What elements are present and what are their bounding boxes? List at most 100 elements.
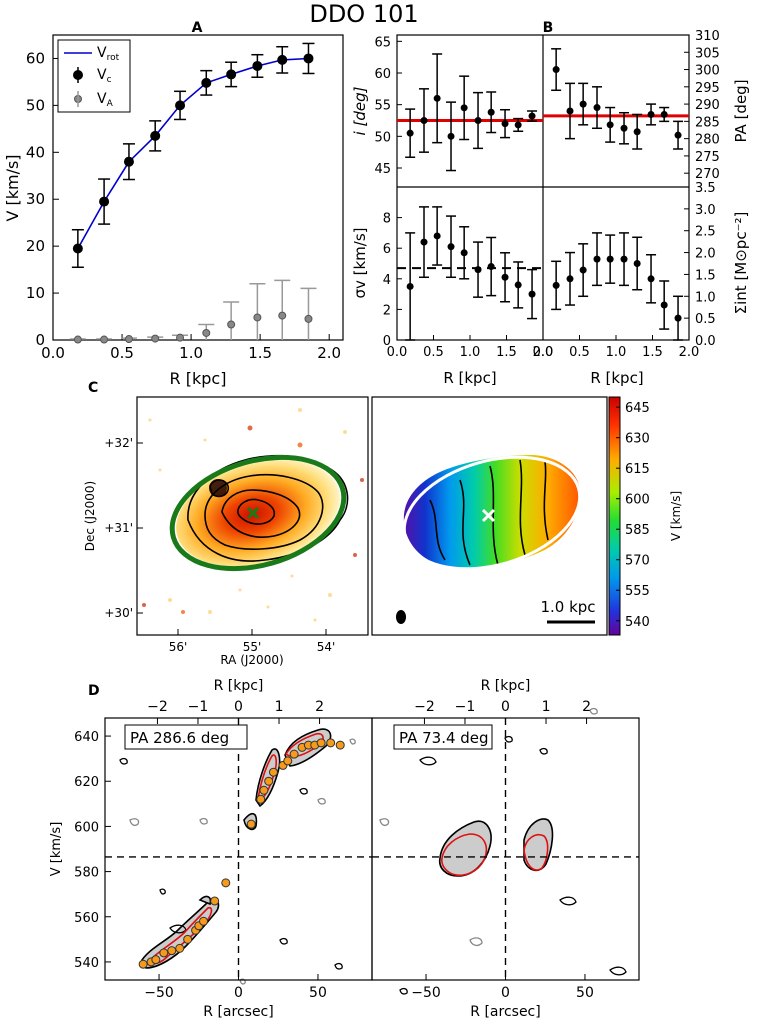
c-ytick-label: +32' <box>104 436 133 450</box>
colorbar-label: V [km/s] <box>669 491 683 541</box>
B-surface-density-point <box>633 260 641 267</box>
vc-point <box>72 243 83 254</box>
background-noise-speckle <box>142 408 364 622</box>
pv-rotation-point <box>264 776 274 786</box>
vc-point <box>226 69 237 80</box>
D-pv-minor-top-tick-label: −2 <box>414 699 435 715</box>
B-inclination-point <box>420 117 428 124</box>
B-inclination-point <box>433 94 441 102</box>
B-surface-density-ytick-label: 3.5 <box>695 181 716 196</box>
panel-c: C <box>83 380 683 667</box>
va-point <box>202 328 211 337</box>
colorbar-tick-label: 570 <box>625 554 650 569</box>
B-surface-density-ytick-label: 1.0 <box>695 290 716 305</box>
B-position-angle-ytick-label: 300 <box>695 64 720 79</box>
foreground-star <box>209 479 227 497</box>
B-surface-density-ytick-label: 2.5 <box>695 225 716 240</box>
a-ylabel: V [km/s] <box>3 154 22 221</box>
pv-rotation-point <box>316 738 326 748</box>
B-surface-density-point <box>593 255 601 263</box>
a-ytick-label: 40 <box>26 143 45 161</box>
D-pv-minor-top-tick-label: 0 <box>501 699 510 715</box>
a-xtick-label: 0.0 <box>41 344 65 362</box>
legend-entry: Vc <box>97 67 112 85</box>
B-surface-density-ytick-label: 3.0 <box>695 203 716 218</box>
B-dispersion-point <box>528 290 536 298</box>
figure-title: DDO 101 <box>309 0 418 28</box>
B-surface-density-point <box>674 314 682 322</box>
pv-rotation-point <box>167 946 177 956</box>
va-point <box>304 314 313 323</box>
D-pv-major-top-tick-label: −1 <box>188 699 209 715</box>
vc-point <box>277 54 288 65</box>
B-position-angle-point <box>606 121 614 129</box>
B-position-angle-ytick-label: 280 <box>695 133 720 148</box>
c-ytick-label: +31' <box>104 521 133 535</box>
pv-rotation-point <box>183 934 193 944</box>
B-surface-density-point <box>660 301 668 309</box>
B-surface-density-ytick-label: 0.0 <box>695 334 716 349</box>
b-xtick-label: 1.5 <box>496 345 517 360</box>
c-xtick-label: 56' <box>169 640 188 654</box>
a-ytick-label: 50 <box>26 96 45 114</box>
B-position-angle-ytick-label: 295 <box>695 81 720 96</box>
B-dispersion-ytick-label: 0 <box>383 334 391 349</box>
B-dispersion-point <box>433 232 441 240</box>
b-xtick-label: 2.0 <box>533 345 554 360</box>
B-position-angle-ytick-label: 290 <box>695 98 720 113</box>
vc-point <box>201 77 212 88</box>
velocity-field-map: 1.0 kpc <box>372 397 607 635</box>
B-dispersion-ytick-label: 2 <box>383 303 391 318</box>
B-inclination-point <box>406 129 414 137</box>
b-ylabel-inclination: i [deg] <box>351 86 369 135</box>
B-position-angle-point <box>552 66 560 74</box>
colorbar-tick-label: 645 <box>625 401 650 416</box>
colorbar-tick-label: 555 <box>625 584 650 599</box>
pv-major-noise-contours <box>119 738 356 985</box>
fit-ellipse <box>169 454 347 572</box>
pv-rotation-point <box>210 896 220 906</box>
B-surface-density-point <box>647 275 655 283</box>
colorbar-tick-label: 630 <box>625 432 650 447</box>
panel-a-frame <box>52 34 344 341</box>
B-position-angle-point <box>566 107 574 115</box>
c-xtick-label: 55' <box>243 640 262 654</box>
B-position-angle-ytick-label: 275 <box>695 150 720 165</box>
pv-rotation-point <box>289 749 299 759</box>
b-xtick-label: 2.0 <box>679 345 700 360</box>
colorbar <box>608 396 621 636</box>
B-dispersion-ytick-label: 8 <box>383 212 391 227</box>
B-inclination-ytick-label: 65 <box>374 35 391 50</box>
pv-major-contours <box>141 728 332 969</box>
vc-point <box>150 130 161 141</box>
c-ytick-label: +30' <box>104 606 133 620</box>
B-position-angle-ytick-label: 270 <box>695 167 720 182</box>
B-inclination-point <box>514 121 522 129</box>
B-surface-density-point <box>606 255 614 263</box>
a-xtick-label: 1.5 <box>248 344 272 362</box>
b-xtick-label: 0.0 <box>533 345 554 360</box>
c-ylabel: Dec (J2000) <box>83 481 97 551</box>
legend-entry: VA <box>97 91 114 109</box>
va-point <box>124 335 133 344</box>
vc-point <box>99 196 110 207</box>
pv-rotation-point <box>268 767 278 777</box>
pv-rotation-point <box>221 878 231 888</box>
b-ylabel-surface-density: Σint [M⊙pc⁻²] <box>732 212 750 315</box>
b-ylabel-dispersion: σv [km/s] <box>351 227 369 298</box>
b-xtick-label: 1.5 <box>642 345 663 360</box>
a-legend: Vrot Vc VA <box>57 39 131 113</box>
B-inclination-point <box>528 112 536 120</box>
B-position-angle-point <box>633 128 641 136</box>
B-inclination-ytick-label: 60 <box>374 67 391 82</box>
vrot-line <box>77 57 309 249</box>
B-position-angle-point <box>660 110 668 118</box>
d-ytick-label: 560 <box>74 911 99 926</box>
B-inclination-ytick-label: 45 <box>374 162 391 177</box>
pv-major-model-contours <box>149 732 324 965</box>
pv-rotation-point <box>159 948 169 958</box>
va-point <box>253 313 262 322</box>
d-ytick-label: 640 <box>74 730 99 745</box>
b-xtick-label: 0.0 <box>387 345 408 360</box>
